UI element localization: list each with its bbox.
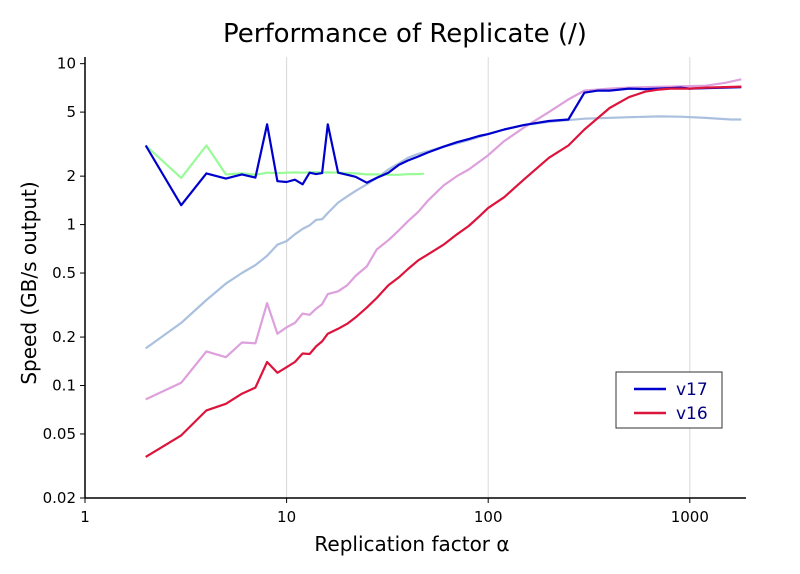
y-tick-label: 0.5 (52, 264, 76, 282)
series-line-v16 (145, 85, 742, 458)
x-axis-label: Replication factor α (314, 532, 509, 556)
y-tick-label: 2 (66, 167, 76, 185)
y-tick-label: 0.05 (43, 425, 76, 443)
series-line-0 (145, 115, 742, 350)
y-axis-label: Speed (GB/s output) (17, 181, 41, 384)
y-tick-label: 0.2 (52, 328, 76, 346)
y-tick-label: 1 (66, 216, 76, 234)
axes (84, 57, 746, 499)
grid (286, 57, 691, 498)
y-ticks: 0.02 0.05 0.1 0.2 0.5 1 2 5 10 (43, 55, 85, 507)
x-ticks: 1 10 100 1000 (80, 498, 709, 526)
y-tick-label: 5 (66, 103, 76, 121)
chart-title: Performance of Replicate (/) (223, 19, 587, 49)
y-tick-label: 0.02 (43, 489, 76, 507)
y-tick-label: 0.1 (52, 377, 76, 395)
series-line-v17 (144, 86, 742, 207)
legend-box (615, 371, 723, 429)
legend-label-v16: v16 (676, 404, 708, 424)
series-group (144, 78, 742, 458)
x-tick-label: 10 (277, 508, 296, 526)
x-tick-label: 1000 (671, 508, 709, 526)
x-tick-label: 100 (474, 508, 503, 526)
x-tick-label: 1 (80, 508, 90, 526)
legend-label-v17: v17 (676, 380, 708, 400)
y-tick-label: 10 (57, 55, 76, 73)
series-line-1 (145, 78, 742, 401)
